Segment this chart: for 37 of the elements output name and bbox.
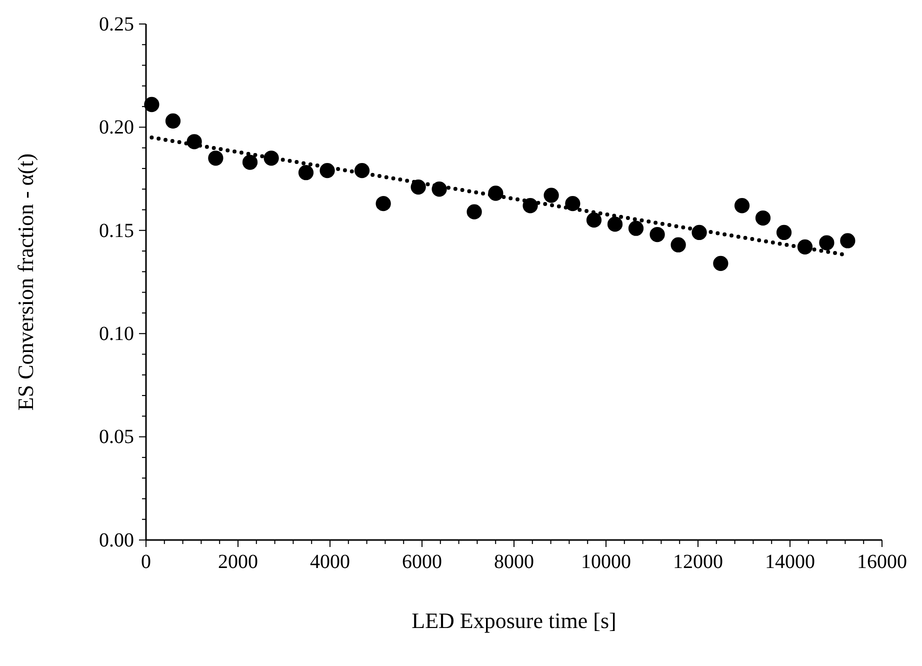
point bbox=[840, 233, 856, 248]
y-tick-label: 0.05 bbox=[99, 426, 134, 448]
x-tick-label: 16000 bbox=[857, 551, 907, 574]
y-tick-label: 0.25 bbox=[99, 13, 134, 36]
point bbox=[165, 113, 181, 129]
x-tick-label: 8000 bbox=[494, 551, 534, 574]
point bbox=[713, 256, 728, 271]
point bbox=[565, 196, 580, 212]
point bbox=[819, 235, 834, 250]
point bbox=[544, 188, 559, 203]
point bbox=[144, 96, 160, 112]
x-tick-label: 6000 bbox=[402, 551, 442, 574]
point bbox=[466, 204, 482, 220]
x-tick-label: 2000 bbox=[218, 551, 258, 574]
point bbox=[586, 212, 602, 228]
x-tick-label: 12000 bbox=[673, 551, 723, 574]
x-tick-label: 14000 bbox=[765, 551, 815, 574]
point bbox=[242, 154, 258, 170]
point bbox=[755, 210, 771, 226]
point bbox=[776, 224, 792, 240]
point bbox=[607, 216, 623, 232]
y-tick-label: 0.20 bbox=[99, 116, 134, 139]
point bbox=[670, 237, 686, 252]
point bbox=[376, 196, 391, 212]
point bbox=[734, 198, 750, 214]
point bbox=[628, 220, 644, 236]
y-axis-title: ES Conversion fraction - α(t) bbox=[13, 153, 38, 411]
x-tick-label: 4000 bbox=[310, 551, 350, 574]
x-axis-title: LED Exposure time [s] bbox=[412, 608, 616, 633]
y-tick-label: 0.00 bbox=[99, 529, 134, 552]
y-tick-label: 0.15 bbox=[99, 220, 134, 242]
point bbox=[650, 226, 665, 242]
point bbox=[298, 165, 314, 180]
x-tick-label: 10000 bbox=[581, 551, 631, 574]
point bbox=[208, 150, 224, 166]
x-tick-label: 0 bbox=[141, 551, 151, 574]
y-tick-label: 0.10 bbox=[99, 323, 134, 345]
